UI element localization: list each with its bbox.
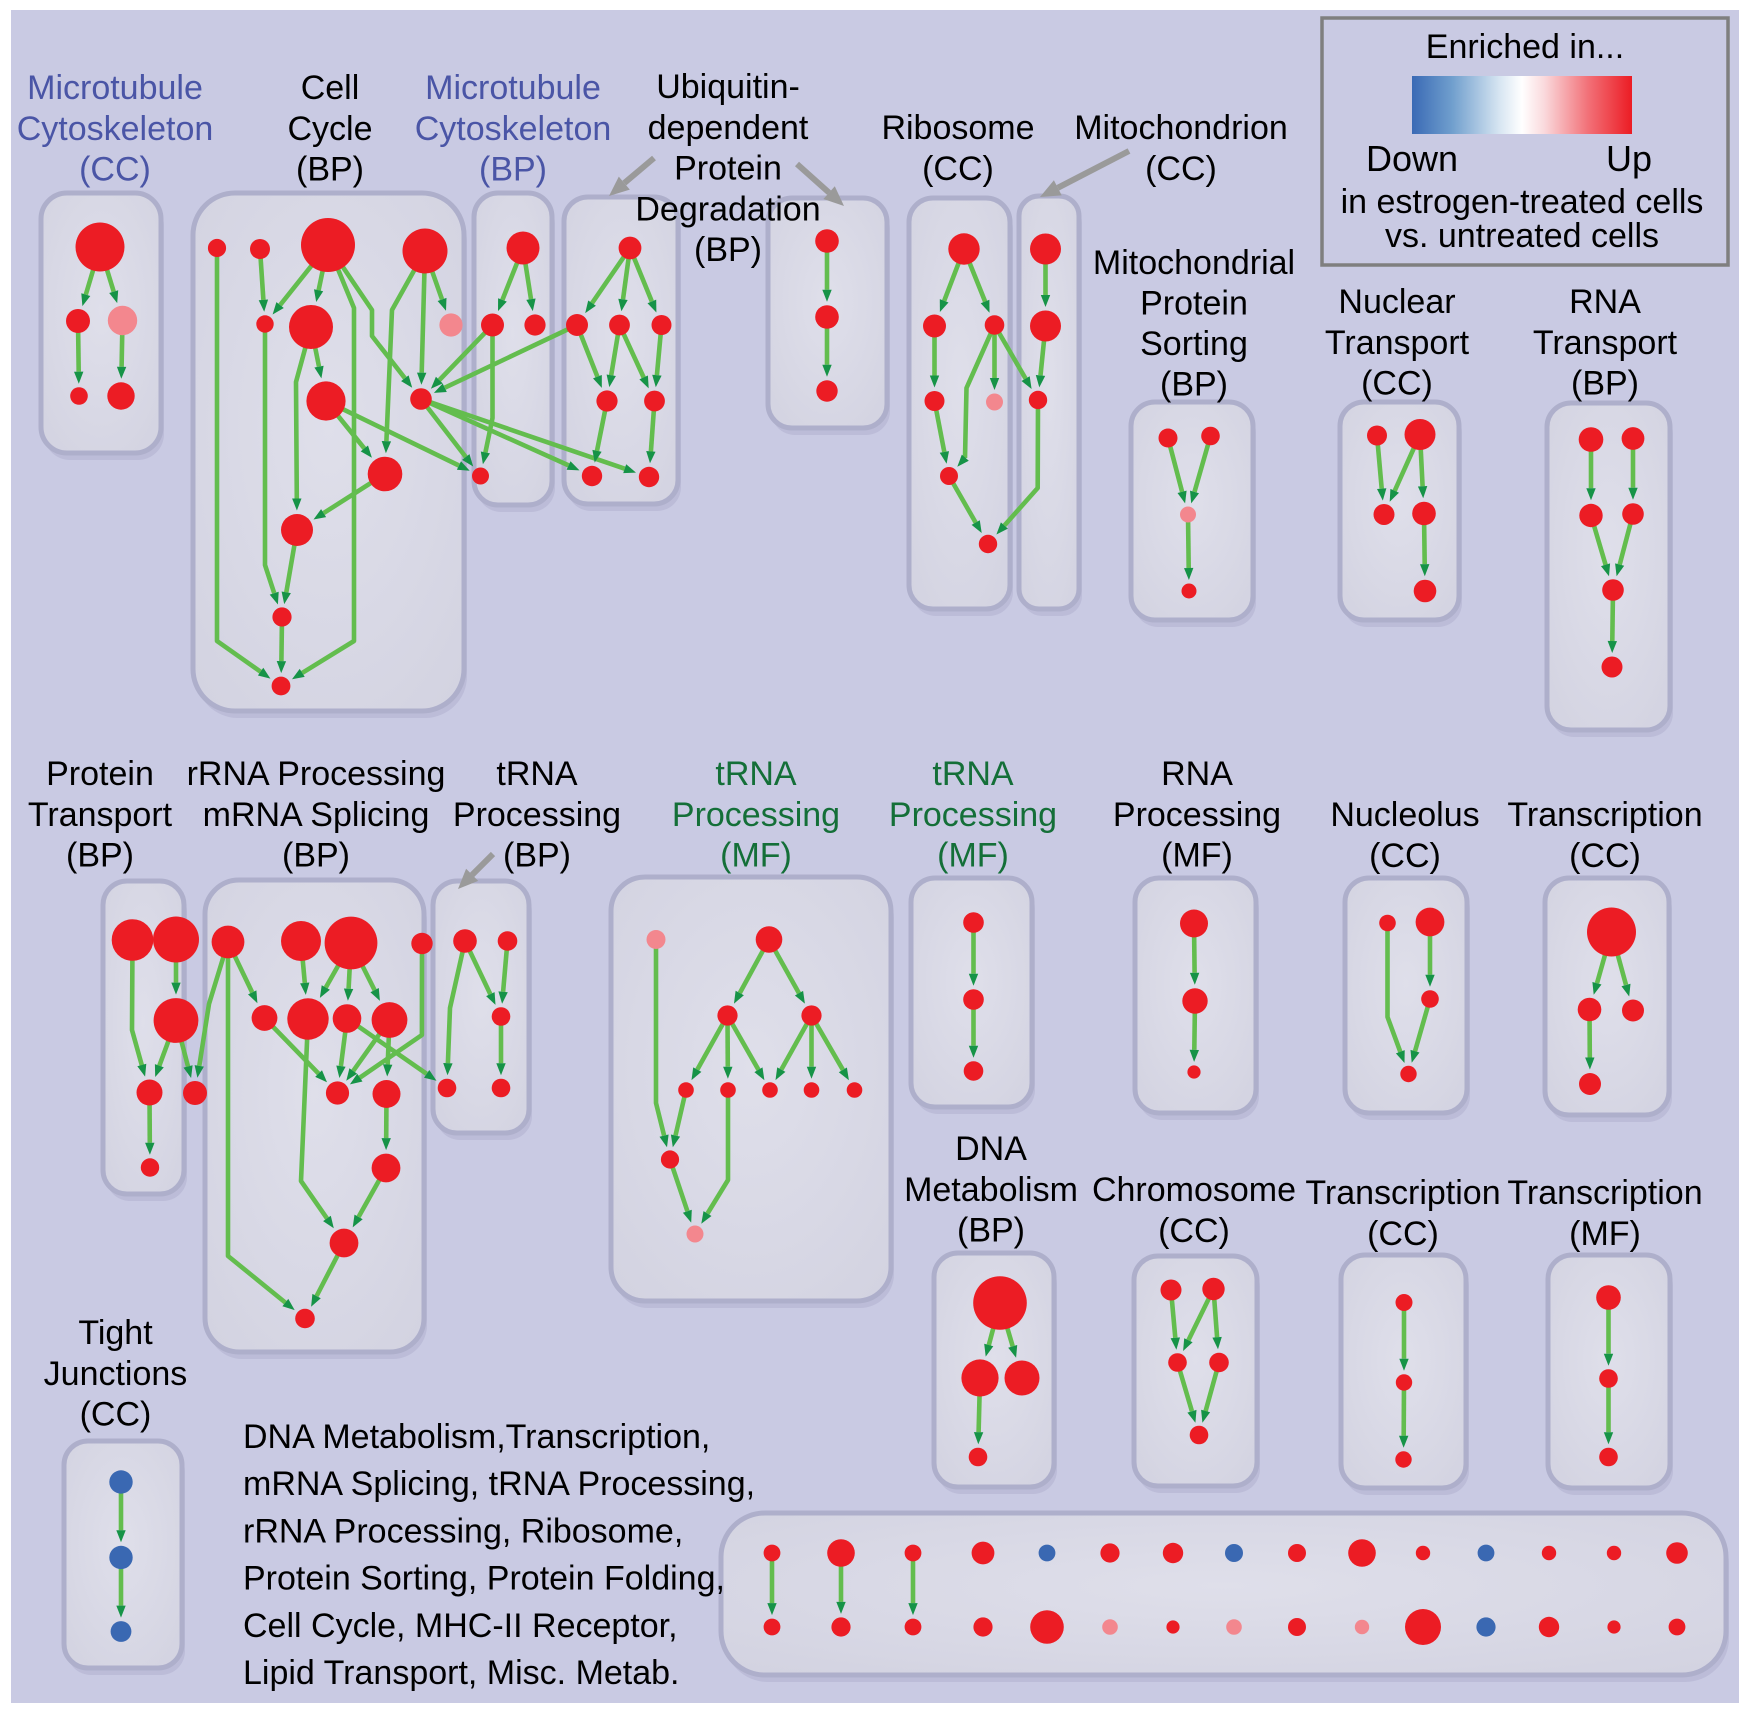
svg-text:Processing: Processing — [1113, 796, 1281, 834]
svg-text:Cycle: Cycle — [287, 110, 372, 148]
svg-text:Cell Cycle, MHC-II Receptor,: Cell Cycle, MHC-II Receptor, — [243, 1607, 678, 1645]
svg-text:Junctions: Junctions — [44, 1355, 188, 1393]
svg-text:in estrogen-treated cells: in estrogen-treated cells — [1341, 183, 1704, 221]
svg-text:Nuclear: Nuclear — [1338, 283, 1455, 321]
svg-text:(CC): (CC) — [80, 1396, 152, 1434]
svg-text:Lipid Transport, Misc. Metab.: Lipid Transport, Misc. Metab. — [243, 1654, 680, 1692]
svg-text:tRNA: tRNA — [932, 755, 1014, 793]
svg-text:Processing: Processing — [889, 796, 1057, 834]
svg-text:RNA: RNA — [1161, 755, 1233, 793]
svg-text:Ubiquitin-: Ubiquitin- — [656, 68, 800, 106]
svg-text:Processing: Processing — [453, 796, 621, 834]
svg-text:(CC): (CC) — [1367, 1215, 1439, 1253]
svg-text:Mitochondrial: Mitochondrial — [1093, 244, 1295, 282]
svg-text:(BP): (BP) — [694, 231, 762, 269]
svg-text:Nucleolus: Nucleolus — [1330, 796, 1479, 834]
svg-text:(BP): (BP) — [1571, 365, 1639, 403]
svg-text:Cytoskeleton: Cytoskeleton — [415, 110, 612, 148]
svg-text:Protein: Protein — [1140, 285, 1248, 323]
svg-text:Protein: Protein — [46, 755, 154, 793]
svg-text:RNA: RNA — [1569, 283, 1641, 321]
svg-text:Cytoskeleton: Cytoskeleton — [17, 110, 214, 148]
svg-text:Ribosome: Ribosome — [881, 109, 1034, 147]
svg-text:(BP): (BP) — [296, 151, 364, 189]
svg-text:(CC): (CC) — [1569, 837, 1641, 875]
svg-text:(BP): (BP) — [957, 1212, 1025, 1250]
svg-text:Microtubule: Microtubule — [27, 69, 203, 107]
svg-text:Transcription: Transcription — [1507, 796, 1702, 834]
svg-text:(CC): (CC) — [1361, 365, 1433, 403]
svg-text:vs. untreated cells: vs. untreated cells — [1385, 217, 1659, 255]
svg-text:Transcription: Transcription — [1507, 1174, 1702, 1212]
svg-text:(CC): (CC) — [1369, 837, 1441, 875]
svg-text:tRNA: tRNA — [715, 755, 797, 793]
svg-text:Microtubule: Microtubule — [425, 69, 601, 107]
svg-text:Metabolism: Metabolism — [904, 1171, 1078, 1209]
svg-text:Mitochondrion: Mitochondrion — [1074, 109, 1288, 147]
svg-text:(BP): (BP) — [1160, 366, 1228, 404]
svg-text:rRNA Processing: rRNA Processing — [187, 755, 446, 793]
svg-text:Protein Sorting, Protein Foldi: Protein Sorting, Protein Folding, — [243, 1560, 725, 1598]
svg-text:Enriched in...: Enriched in... — [1426, 28, 1624, 66]
svg-text:Processing: Processing — [672, 796, 840, 834]
svg-text:Transcription: Transcription — [1305, 1174, 1500, 1212]
svg-text:tRNA: tRNA — [496, 755, 578, 793]
svg-text:(CC): (CC) — [1158, 1212, 1230, 1250]
svg-text:(BP): (BP) — [479, 151, 547, 189]
svg-text:(MF): (MF) — [937, 837, 1009, 875]
svg-text:dependent: dependent — [648, 109, 809, 147]
svg-text:(BP): (BP) — [503, 837, 571, 875]
svg-text:Cell: Cell — [301, 69, 360, 107]
svg-text:Down: Down — [1366, 138, 1458, 179]
svg-text:(CC): (CC) — [79, 151, 151, 189]
svg-text:mRNA Splicing, tRNA Processing: mRNA Splicing, tRNA Processing, — [243, 1465, 755, 1503]
svg-text:Transport: Transport — [28, 796, 173, 834]
svg-text:rRNA Processing, Ribosome,: rRNA Processing, Ribosome, — [243, 1512, 683, 1550]
svg-text:Tight: Tight — [78, 1314, 153, 1352]
svg-text:(MF): (MF) — [720, 837, 792, 875]
svg-text:(MF): (MF) — [1569, 1215, 1641, 1253]
svg-text:mRNA Splicing: mRNA Splicing — [203, 796, 430, 834]
svg-text:(BP): (BP) — [282, 837, 350, 875]
svg-text:(MF): (MF) — [1161, 837, 1233, 875]
svg-text:DNA: DNA — [955, 1130, 1027, 1168]
svg-text:Degradation: Degradation — [635, 190, 820, 228]
svg-text:Transport: Transport — [1533, 324, 1678, 362]
svg-text:Sorting: Sorting — [1140, 325, 1248, 363]
svg-text:Chromosome: Chromosome — [1092, 1171, 1296, 1209]
svg-text:DNA Metabolism,Transcription,: DNA Metabolism,Transcription, — [243, 1418, 710, 1456]
svg-text:Up: Up — [1606, 138, 1652, 179]
svg-text:Protein: Protein — [674, 150, 782, 188]
svg-text:(CC): (CC) — [1145, 150, 1217, 188]
svg-text:(CC): (CC) — [922, 150, 994, 188]
svg-text:(BP): (BP) — [66, 837, 134, 875]
svg-text:Transport: Transport — [1325, 324, 1470, 362]
